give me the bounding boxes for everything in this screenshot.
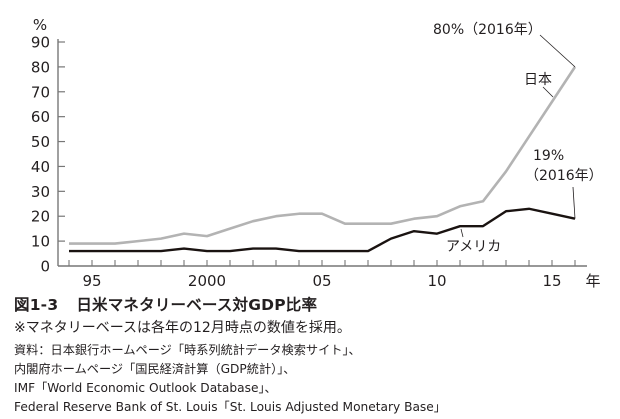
figure-number: 図1-3	[14, 296, 59, 314]
source-line: IMF「World Economic Outlook Database」、	[14, 381, 277, 395]
y-unit-label: %	[33, 16, 47, 34]
source-line: Federal Reserve Bank of St. Louis「St. Lo…	[14, 400, 446, 414]
x-tick-label: 05	[312, 272, 331, 290]
x-tick-label: 95	[82, 272, 101, 290]
y-tick-label: 60	[31, 108, 50, 126]
source-line: 資料：日本銀行ホームページ「時系列統計データ検索サイト」、	[14, 343, 361, 357]
x-tick-label: 15	[542, 272, 561, 290]
y-tick-label: 40	[31, 158, 50, 176]
y-tick-label: 70	[31, 83, 50, 101]
us-end-label: 19%	[533, 148, 564, 164]
y-tick-label: 30	[31, 183, 50, 201]
y-tick-label: 50	[31, 133, 50, 151]
y-tick-label: 20	[31, 208, 50, 226]
japan-series-label: 日本	[524, 72, 552, 88]
y-tick-label: 0	[40, 258, 50, 276]
figure-title-text: 日米マネタリーベース対GDP比率	[76, 296, 318, 314]
x-unit-label: 年	[585, 272, 600, 290]
y-tick-label: 80	[31, 58, 50, 76]
annotations: 80%（2016年） 日本 19% （2016年） アメリカ	[433, 22, 603, 255]
series-japan-line	[69, 66, 577, 245]
sources: 資料：日本銀行ホームページ「時系列統計データ検索サイト」、 内閣府ホームページ「…	[14, 341, 446, 417]
x-tick-label: 10	[427, 272, 446, 290]
figure-title: 図1-3 日米マネタリーベース対GDP比率	[14, 293, 317, 315]
y-tick-label: 90	[31, 34, 50, 52]
x-axis: 95 2000 05 10 15 年	[58, 260, 601, 290]
series-lines	[69, 66, 577, 253]
series-us-line	[69, 207, 576, 253]
y-tick-label: 10	[31, 233, 50, 251]
us-series-label: アメリカ	[446, 239, 501, 255]
figure-note: ※マネタリーベースは各年の12月時点の数値を採用。	[14, 320, 351, 336]
line-chart: 0 10 20 30 40 50 60 70 80 90% 95 2000 05 10 15 年 80%（2…	[31, 16, 603, 290]
source-line: 内閣府ホームページ「国民経済計算（GDP統計）」、	[14, 362, 296, 376]
japan-end-label: 80%（2016年）	[433, 22, 542, 38]
x-tick-label: 2000	[188, 272, 226, 290]
us-end-label-year: （2016年）	[525, 168, 603, 184]
y-axis: 0 10 20 30 40 50 60 70 80 90%	[31, 16, 65, 276]
